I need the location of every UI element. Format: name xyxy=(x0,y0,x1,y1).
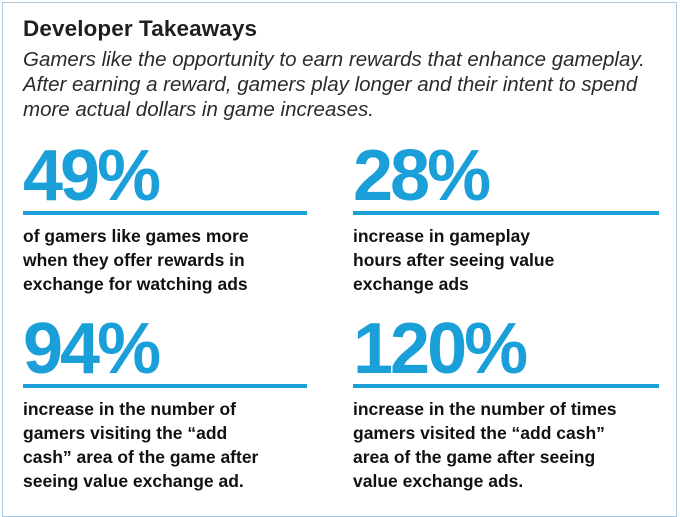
stat-value: 94% xyxy=(23,309,161,389)
stat-divider xyxy=(353,211,659,215)
panel-title: Developer Takeaways xyxy=(23,16,258,41)
stat-description: increase in the number of times gamers v… xyxy=(353,399,617,491)
stat-description: increase in the number of gamers visitin… xyxy=(23,399,259,491)
stat-divider xyxy=(23,211,307,215)
panel-intro-text: Gamers like the opportunity to earn rewa… xyxy=(23,48,645,121)
stat-description: of gamers like games more when they offe… xyxy=(23,226,249,294)
stat-divider xyxy=(23,384,307,388)
stat-value: 120% xyxy=(353,309,528,389)
stat-divider xyxy=(353,384,659,388)
stat-value: 28% xyxy=(353,136,491,216)
stat-description: increase in gameplay hours after seeing … xyxy=(353,226,555,294)
stat-value: 49% xyxy=(23,136,161,216)
